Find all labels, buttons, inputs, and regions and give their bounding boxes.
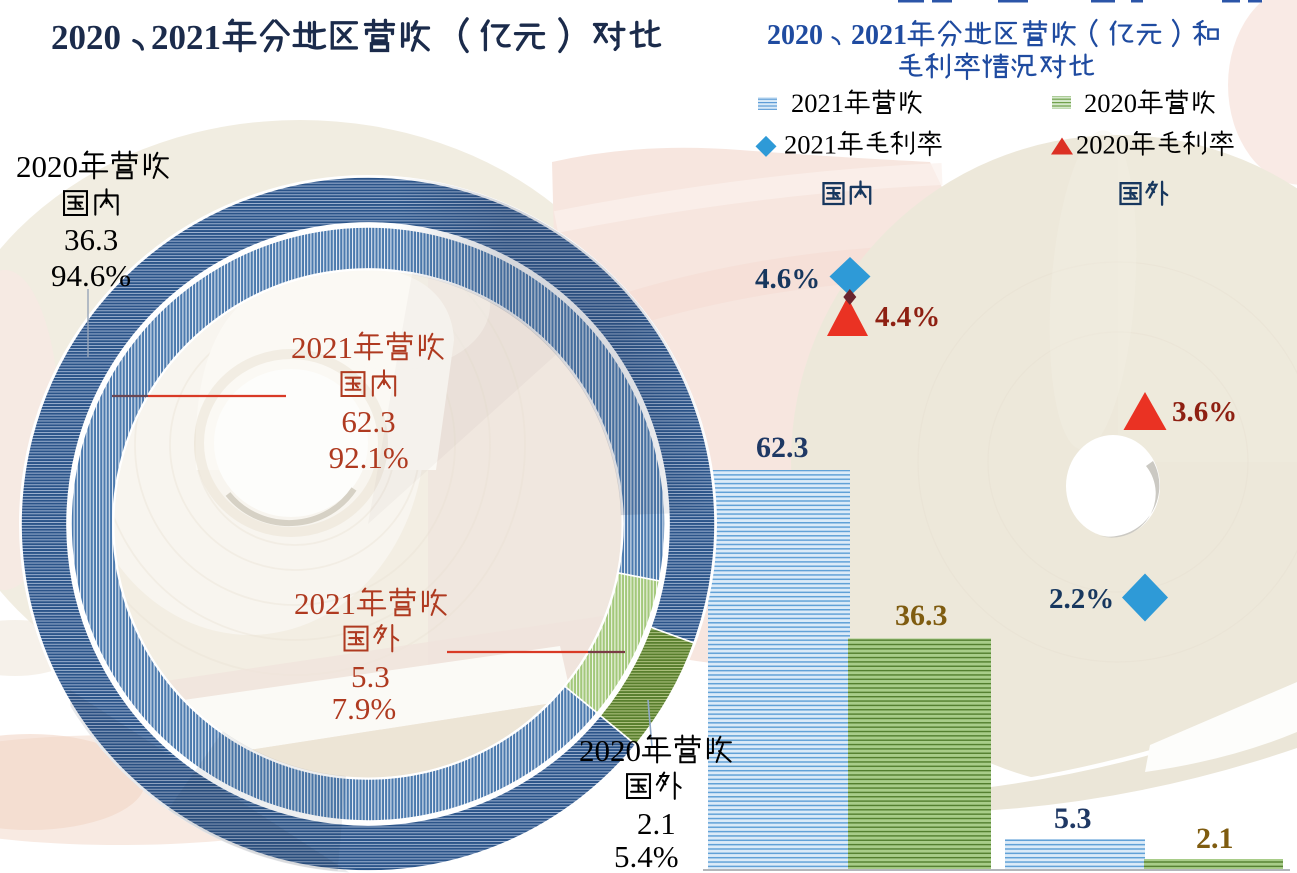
svg-text:4.6%: 4.6% (755, 263, 820, 295)
svg-text:5.3: 5.3 (1054, 802, 1092, 835)
svg-text:2021: 2021 (851, 20, 907, 51)
svg-text:2.2%: 2.2% (1049, 583, 1114, 615)
svg-text:2021: 2021 (791, 88, 844, 118)
svg-text:36.3: 36.3 (64, 222, 118, 257)
svg-text:4.4%: 4.4% (875, 301, 940, 333)
svg-text:2020: 2020 (1076, 130, 1129, 160)
svg-text:94.6%: 94.6% (51, 258, 131, 293)
svg-text:2021: 2021 (151, 18, 221, 57)
svg-text:62.3: 62.3 (341, 404, 395, 439)
svg-text:7.9%: 7.9% (332, 691, 397, 726)
svg-text:36.3: 36.3 (895, 599, 948, 632)
svg-text:2021: 2021 (294, 586, 356, 621)
svg-text:92.1%: 92.1% (329, 440, 409, 475)
svg-text:2021: 2021 (784, 130, 837, 160)
svg-text:2.1: 2.1 (637, 806, 676, 841)
svg-text:2.1: 2.1 (1196, 822, 1234, 855)
svg-text:2020: 2020 (579, 733, 641, 768)
svg-text:2020: 2020 (51, 18, 121, 57)
svg-text:3.6%: 3.6% (1172, 396, 1237, 428)
svg-text:2021: 2021 (291, 330, 353, 365)
svg-text:2020: 2020 (767, 20, 823, 51)
svg-text:5.4%: 5.4% (614, 839, 679, 873)
svg-text:2020: 2020 (1084, 88, 1137, 118)
svg-text:2020: 2020 (16, 149, 78, 184)
svg-text:62.3: 62.3 (756, 431, 809, 464)
svg-text:5.3: 5.3 (351, 659, 390, 694)
